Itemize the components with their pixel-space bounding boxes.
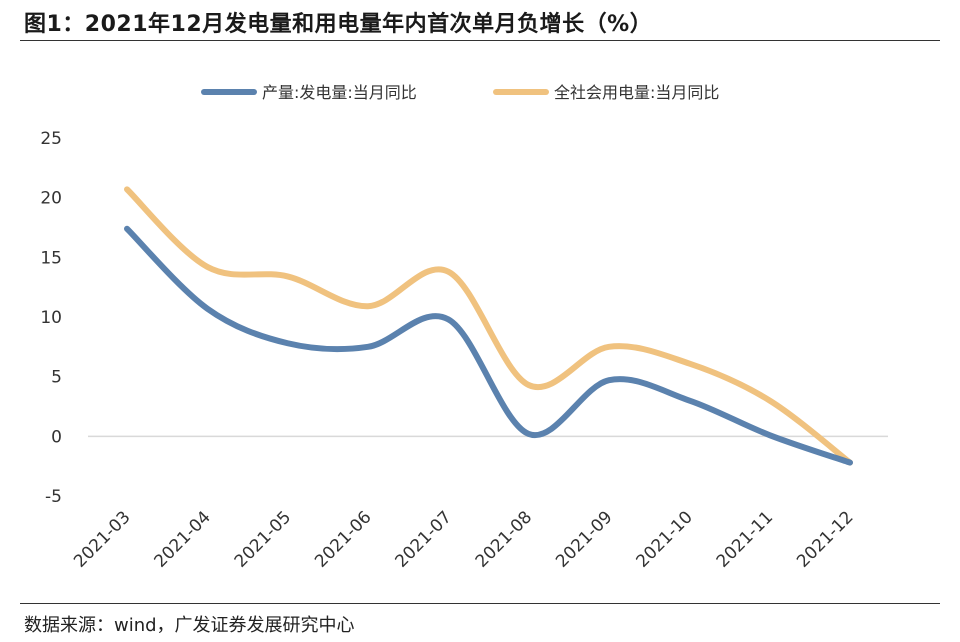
footer-divider: [20, 603, 940, 604]
x-tick-label: 2021-09: [552, 507, 616, 571]
y-tick-label: 25: [40, 129, 62, 149]
series-2-point: [769, 400, 770, 401]
series-2-point: [689, 363, 690, 364]
series-2-point: [207, 266, 208, 267]
series-1-point: [287, 343, 288, 344]
title-divider: [20, 40, 940, 41]
x-tick-label: 2021-08: [472, 507, 536, 571]
series-1-point: [769, 435, 770, 436]
series-1-point: [368, 346, 369, 347]
y-tick-label: 10: [40, 308, 62, 328]
source-note: 数据来源：wind，广发证券发展研究中心: [24, 615, 355, 636]
series-1-point: [689, 400, 690, 401]
x-tick-label: 2021-12: [793, 507, 857, 571]
series-group: [124, 186, 853, 466]
series-2-point: [127, 189, 128, 190]
series-2-point: [448, 271, 449, 272]
series-1-point: [207, 308, 208, 309]
series-1-point: [850, 462, 851, 463]
y-tick-label: 20: [40, 189, 62, 209]
chart-legend: 产量:发电量:当月同比 全社会用电量:当月同比: [201, 83, 719, 102]
legend-label: 产量:发电量:当月同比: [262, 83, 417, 102]
series-2-point: [609, 346, 610, 347]
series-line-2: [124, 186, 853, 466]
series-2-point: [287, 276, 288, 277]
y-tick-label: 5: [51, 368, 62, 388]
series-2-point: [528, 385, 529, 386]
y-tick-label: 0: [51, 427, 62, 447]
x-axis: 2021-03 2021-04 2021-05 2021-06 2021-07 2021-…: [70, 507, 857, 571]
x-tick-label: 2021-10: [633, 507, 697, 571]
x-tick-label: 2021-05: [231, 507, 295, 571]
y-axis: 25 20 15 10 5 0 -5: [40, 129, 62, 507]
x-tick-label: 2021-07: [392, 507, 456, 571]
x-tick-label: 2021-03: [70, 507, 134, 571]
x-tick-label: 2021-11: [713, 507, 777, 571]
series-1-point: [127, 228, 128, 229]
chart-title: 图1：2021年12月发电量和用电量年内首次单月负增长（%）: [24, 12, 653, 37]
y-tick-label: -5: [45, 487, 62, 507]
series-line-1: [124, 225, 853, 466]
series-2-point: [368, 306, 369, 307]
x-tick-label: 2021-06: [311, 507, 375, 571]
y-tick-label: 15: [40, 248, 62, 268]
x-tick-label: 2021-04: [151, 507, 215, 571]
legend-label: 全社会用电量:当月同比: [554, 83, 719, 102]
series-1-point: [448, 319, 449, 320]
series-1-point: [528, 433, 529, 434]
series-1-point: [609, 380, 610, 381]
